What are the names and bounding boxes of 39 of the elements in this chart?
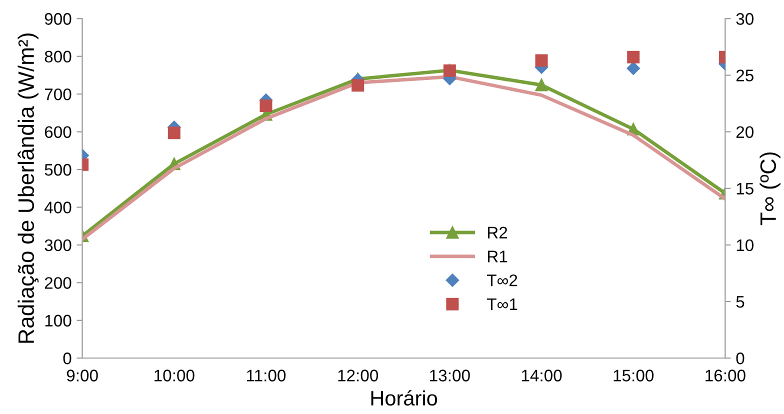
y2-tick-label: 20 [736, 126, 754, 138]
x-tick-label: 16:00 [706, 370, 746, 382]
point [260, 100, 272, 112]
point [535, 54, 548, 67]
y-tick-label: 500 [44, 164, 72, 176]
y-tick-label: 300 [44, 239, 72, 252]
x-tick-label: 13:00 [430, 370, 470, 382]
legend-label: R2 [488, 226, 508, 238]
y2-tick-label: 15 [736, 182, 754, 195]
y-tick-label: 400 [44, 202, 72, 214]
y2-tick-label: 10 [736, 239, 754, 252]
point [627, 50, 640, 64]
y2-tick-label: 30 [736, 13, 754, 25]
legend-label: T∞1 [486, 298, 518, 310]
y-tick-label: 600 [44, 126, 72, 138]
y-tick-label: 0 [63, 352, 72, 364]
y2-tick-label: 0 [736, 352, 744, 364]
x-tick-label: 15:00 [614, 370, 654, 382]
x-tick-label: 10:00 [154, 370, 194, 382]
y-tick-label: 200 [44, 277, 72, 289]
y-tick-label: 100 [45, 314, 72, 327]
point [168, 126, 180, 140]
point [626, 62, 640, 76]
point [352, 79, 364, 92]
x-tick-label: 12:00 [338, 370, 378, 382]
x-tick-label: 9:00 [66, 370, 98, 382]
y-tick-label: 700 [44, 88, 72, 100]
y2-axis-title: T∞ (ºC) [760, 152, 780, 226]
x-axis-title: Horário [371, 390, 438, 406]
point [535, 78, 548, 92]
x-tick-label: 14:00 [522, 370, 562, 382]
legend-label: T∞2 [486, 274, 518, 286]
y-tick-label: 900 [44, 13, 72, 25]
legend-label: R1 [488, 250, 508, 262]
y2-tick-label: 5 [736, 296, 744, 308]
y-axis-title: Radiação de Uberlândia (W/m²) [18, 34, 39, 343]
y-tick-label: 800 [44, 50, 72, 63]
y2-tick-label: 25 [736, 70, 754, 82]
x-tick-label: 11:00 [247, 370, 286, 382]
